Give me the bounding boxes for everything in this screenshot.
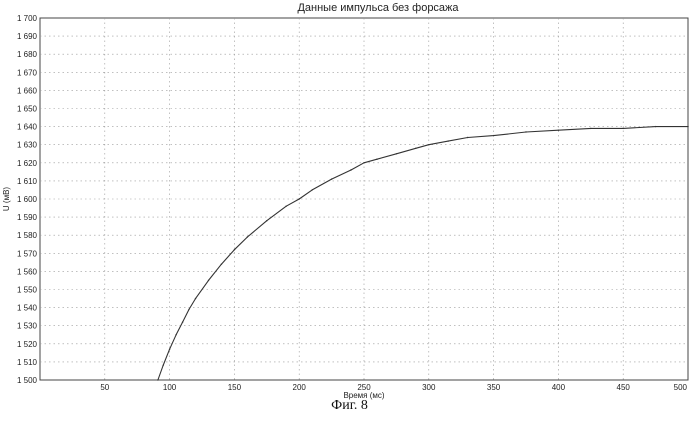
data-point — [623, 128, 624, 129]
y-tick-label: 1 560 — [17, 267, 38, 276]
data-point — [266, 220, 267, 221]
x-tick-label: 200 — [293, 383, 307, 392]
chart-title: Данные импульса без форсажа — [297, 2, 459, 14]
y-tick-label: 1 660 — [17, 86, 38, 95]
x-tick-labels: 50100150200250300350400450500 — [100, 383, 687, 392]
data-point — [363, 162, 364, 163]
data-point — [157, 379, 158, 380]
data-point — [247, 236, 248, 237]
y-tick-labels: 1 500 1 510 1 520 1 530 1 540 1 550 1 560 1 570… — [17, 14, 38, 385]
x-tick-label: 450 — [617, 383, 631, 392]
data-point — [558, 130, 559, 131]
data-point — [331, 178, 332, 179]
y-tick-label: 1 600 — [17, 195, 38, 204]
data-point — [415, 148, 416, 149]
y-tick-label: 1 650 — [17, 105, 38, 114]
y-tick-label: 1 640 — [17, 123, 38, 132]
y-tick-label: 1 570 — [17, 249, 38, 258]
data-point — [493, 135, 494, 136]
data-point — [376, 159, 377, 160]
data-point — [234, 249, 235, 250]
y-axis-label: U (мВ) — [2, 187, 11, 212]
data-point — [221, 264, 222, 265]
data-point — [169, 349, 170, 350]
y-tick-label: 1 510 — [17, 358, 38, 367]
data-point — [428, 144, 429, 145]
y-tick-label: 1 520 — [17, 340, 38, 349]
y-tick-label: 1 620 — [17, 159, 38, 168]
x-tick-label: 100 — [163, 383, 177, 392]
data-point — [396, 153, 397, 154]
y-tick-label: 1 670 — [17, 68, 38, 77]
data-point — [467, 137, 468, 138]
data-point — [208, 280, 209, 281]
x-tick-label: 150 — [228, 383, 242, 392]
figure-caption: Фиг. 8 — [0, 398, 699, 414]
data-point — [687, 126, 688, 127]
data-point — [655, 126, 656, 127]
data-point — [350, 169, 351, 170]
data-point — [188, 309, 189, 310]
y-tick-label: 1 700 — [17, 14, 38, 23]
data-point — [182, 321, 183, 322]
y-tick-label: 1 580 — [17, 231, 38, 240]
x-tick-label: 350 — [487, 383, 501, 392]
y-tick-label: 1 550 — [17, 286, 38, 295]
y-tick-label: 1 630 — [17, 141, 38, 150]
data-point — [312, 189, 313, 190]
y-tick-label: 1 690 — [17, 32, 38, 41]
y-tick-label: 1 530 — [17, 322, 38, 331]
data-point — [162, 365, 163, 366]
data-point — [286, 206, 287, 207]
data-point — [590, 128, 591, 129]
y-tick-label: 1 540 — [17, 304, 38, 313]
data-point — [195, 298, 196, 299]
data-point — [175, 334, 176, 335]
data-point — [525, 131, 526, 132]
x-tick-label: 300 — [422, 383, 436, 392]
y-tick-label: 1 500 — [17, 376, 38, 385]
data-point — [448, 140, 449, 141]
x-tick-label: 50 — [100, 383, 109, 392]
y-tick-label: 1 610 — [17, 177, 38, 186]
data-point — [299, 198, 300, 199]
grid — [40, 18, 688, 380]
y-tick-label: 1 590 — [17, 213, 38, 222]
x-tick-label: 500 — [674, 383, 688, 392]
x-tick-label: 400 — [552, 383, 566, 392]
y-tick-label: 1 680 — [17, 50, 38, 59]
